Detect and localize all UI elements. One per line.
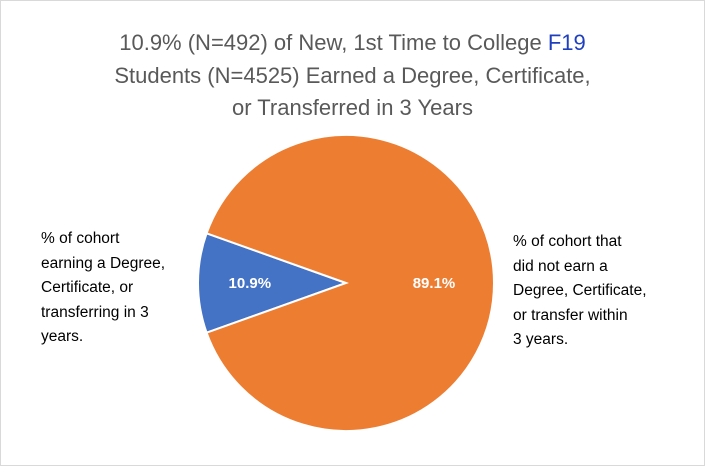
pie-slice-earned	[197, 232, 349, 334]
label-line: 3 years.	[513, 331, 569, 348]
label-line: Certificate, or	[41, 279, 134, 296]
chart-title-line1: 10.9% (N=492) of New, 1st Time to Colleg…	[1, 30, 704, 56]
chart-title-line2: Students (N=4525) Earned a Degree, Certi…	[114, 63, 591, 88]
label-line: earning a Degree,	[41, 254, 166, 272]
label-line: % of cohort that	[513, 233, 622, 250]
label-line: transferring in 3	[41, 303, 149, 321]
chart-title-line3: or Transferred in 3 Years	[232, 95, 473, 120]
data-label-earned: 10.9%	[229, 275, 272, 292]
category-label-not-earned: % of cohort that did not earn a Degree, …	[513, 230, 647, 353]
label-line: or transfer within	[513, 306, 628, 324]
category-label-earned: % of cohort earning a Degree, Certificat…	[41, 227, 165, 350]
title-term: F19	[547, 30, 586, 55]
label-line: did not earn a	[513, 257, 608, 275]
label-line: Degree, Certificate,	[513, 282, 647, 299]
label-line: years.	[41, 328, 84, 345]
pie-slice-not-earned	[205, 134, 495, 432]
data-label-not-earned: 89.1%	[413, 275, 456, 292]
label-line: % of cohort	[41, 230, 120, 247]
title-text: 10.9% (N=492) of New, 1st Time to Colleg…	[119, 30, 548, 55]
